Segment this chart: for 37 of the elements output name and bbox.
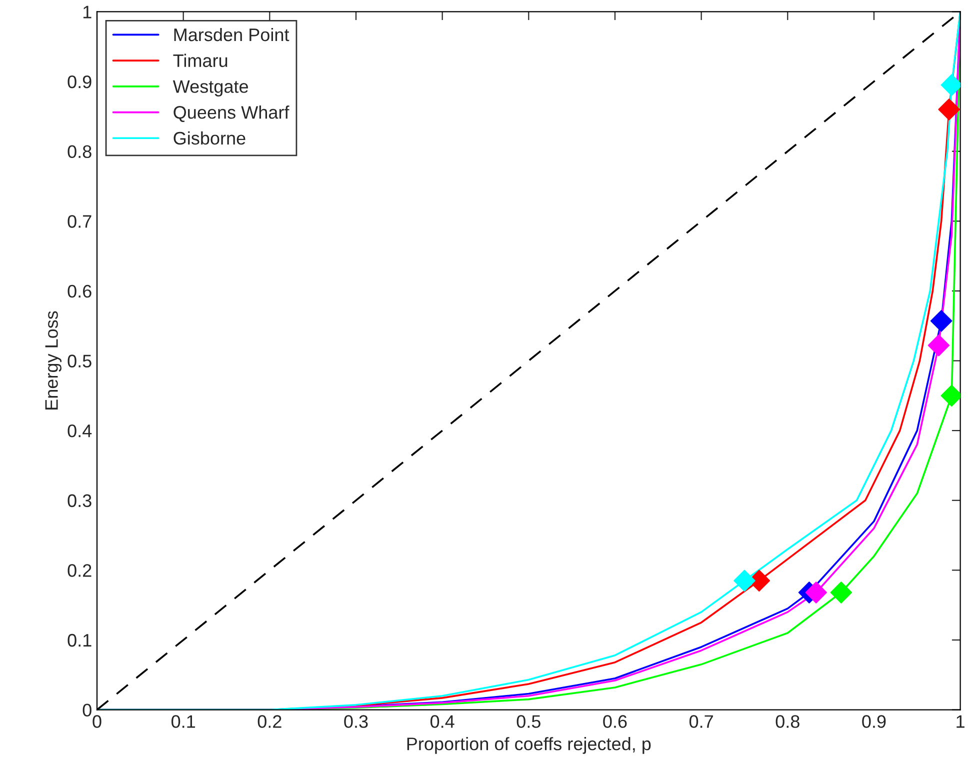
point xyxy=(734,570,756,592)
point xyxy=(928,334,950,356)
point xyxy=(940,384,960,407)
y-tick-label: 0.4 xyxy=(68,424,92,438)
x-tick-label: 0.2 xyxy=(258,715,282,728)
point xyxy=(930,310,952,332)
y-tick-label: 0.2 xyxy=(68,564,92,577)
legend-label: Queens Wharf xyxy=(174,106,290,122)
legend-label: Marsden Point xyxy=(174,28,290,42)
y-tick-label: 0.9 xyxy=(68,75,92,88)
y-tick-label: 0.1 xyxy=(68,634,92,647)
y-tick-label: 0.5 xyxy=(68,354,92,368)
y-tick-label: 0.3 xyxy=(68,494,92,508)
point xyxy=(805,582,828,604)
x-tick-label: 0 xyxy=(92,715,102,728)
x-tick-label: 0.5 xyxy=(516,715,540,728)
x-tick-label: 0.8 xyxy=(776,715,800,728)
x-tick-label: 0.1 xyxy=(171,715,195,728)
y-axis-title: Energy Loss xyxy=(45,311,62,410)
x-tick-label: 0.3 xyxy=(344,715,368,728)
legend-label: Timaru xyxy=(173,54,228,68)
point xyxy=(830,582,852,604)
x-tick-label: 0.6 xyxy=(603,715,627,728)
point xyxy=(940,74,960,96)
y-tick-label: 0.7 xyxy=(68,215,92,228)
y-tick-label: 0.8 xyxy=(68,145,92,158)
x-tick-label: 0.4 xyxy=(430,715,454,728)
point xyxy=(938,98,960,120)
y-tick-label: 0.6 xyxy=(68,284,92,298)
x-tick-label: 0.7 xyxy=(689,715,713,728)
legend-label: Westgate xyxy=(172,80,248,96)
x-axis-title: Proportion of coeffs rejected, p xyxy=(407,737,651,754)
x-tick-label: 0.9 xyxy=(862,715,886,728)
y-tick-label: 1 xyxy=(83,6,92,18)
y-tick-label: 0 xyxy=(82,704,92,717)
x-tick-label: 1 xyxy=(956,715,964,728)
legend-label: Gisborne xyxy=(174,131,246,145)
